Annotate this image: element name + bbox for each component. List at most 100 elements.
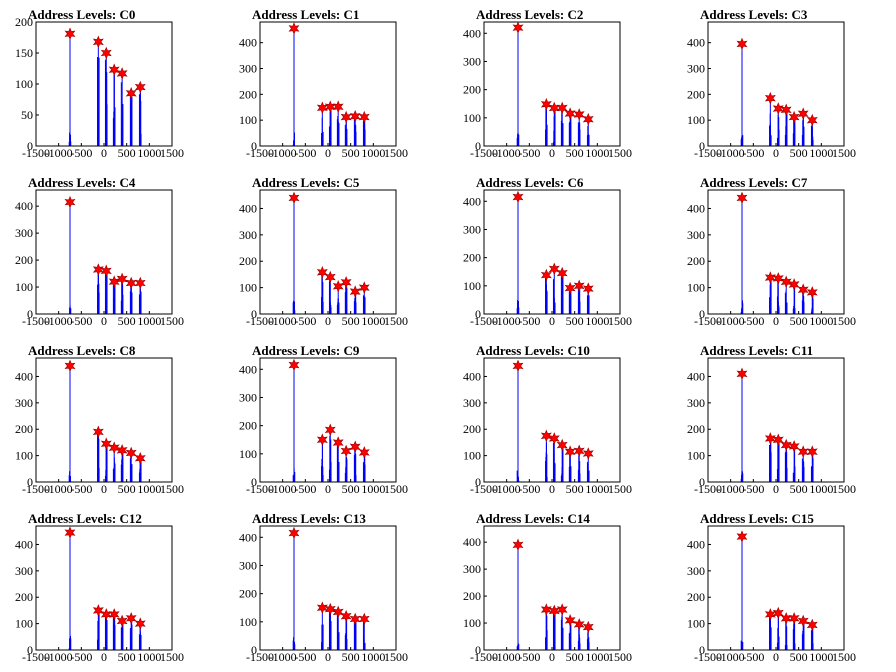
peak-marker: [64, 195, 76, 209]
chart-panel-0: Address Levels: C0 0 50 100 150 200 -1500 -1000…: [0, 0, 215, 160]
y-tick-label: 50: [21, 108, 33, 122]
y-tick-label: 0: [27, 643, 33, 657]
chart-panel-14: Address Levels: C14 0 100 200 300 400 -1500 -10…: [448, 504, 663, 664]
peak-marker: [92, 35, 104, 49]
peak-marker: [540, 97, 552, 111]
y-tick-label: 200: [239, 587, 257, 601]
peak-marker: [100, 264, 112, 278]
x-tick-label: 500: [118, 650, 136, 664]
peak-marker: [108, 275, 120, 288]
y-tick-label: 200: [239, 419, 257, 433]
peak-marker: [788, 110, 800, 124]
y-tick-label: 200: [15, 422, 33, 436]
x-tick-label: 1500: [832, 650, 856, 664]
chart-title: Address Levels: C5: [252, 175, 360, 190]
plot-frame: [35, 525, 173, 651]
y-tick-label: 100: [687, 449, 705, 463]
x-tick-label: 1500: [832, 314, 856, 328]
peak-marker: [288, 22, 300, 35]
peak-marker: [134, 617, 146, 630]
x-tick-label: 1500: [160, 482, 184, 496]
peak-marker: [340, 609, 352, 623]
chart-svg-2: Address Levels: C2 0 100 200 300 400 -1500-100…: [463, 7, 632, 160]
peak-marker: [806, 286, 818, 299]
peak-marker: [512, 190, 524, 204]
x-tick-label: 0: [325, 314, 331, 328]
x-tick-label: -1000: [493, 650, 521, 664]
peak-marker: [788, 440, 800, 453]
y-tick-label: 300: [687, 228, 705, 242]
chart-panel-1: Address Levels: C1 0 100 200 300 400 -1500 -100…: [224, 0, 439, 160]
x-tick-label: -1500: [470, 482, 498, 496]
chart-svg-3: Address Levels: C3 0 100 200 300 400 -1500-100…: [687, 7, 856, 160]
peak-marker: [764, 271, 776, 284]
y-tick-label: 300: [15, 564, 33, 578]
chart-svg-10: Address Levels: C10 0 100 200 300 400 -1500-10…: [463, 343, 632, 496]
x-tick-label: -500: [518, 650, 540, 664]
x-tick-label: -1000: [45, 146, 73, 160]
peak-marker: [134, 80, 146, 94]
peak-marker: [556, 438, 568, 452]
x-tick-label: 1500: [384, 482, 408, 496]
peak-marker: [324, 602, 336, 616]
chart-panel-2: Address Levels: C2 0 100 200 300 400 -1500 -100…: [448, 0, 663, 160]
plot-frame: [259, 189, 397, 315]
y-tick-label: 0: [475, 643, 481, 657]
x-tick-label: 1500: [608, 650, 632, 664]
x-tick-label: -1500: [470, 650, 498, 664]
y-tick-label: 0: [475, 139, 481, 153]
chart-svg-11: Address Levels: C11 0 100 200 300 400 -1500-10…: [687, 343, 856, 496]
peak-marker: [358, 446, 370, 459]
x-tick-label: 1500: [160, 146, 184, 160]
peak-marker: [736, 191, 748, 205]
x-tick-label: -1000: [493, 482, 521, 496]
plot-frame: [707, 21, 845, 147]
chart-panel-8: Address Levels: C8 0 100 200 300 400 -1500 -100…: [0, 336, 215, 496]
peak-marker: [100, 46, 112, 60]
chart-title: Address Levels: C9: [252, 343, 360, 358]
peak-marker: [788, 612, 800, 625]
y-tick-label: 100: [463, 111, 481, 125]
x-tick-label: -1500: [246, 314, 274, 328]
chart-svg-6: Address Levels: C6 0 100 200 300 400 -1500-100…: [463, 175, 632, 328]
peak-marker: [100, 608, 112, 621]
peak-marker: [780, 438, 792, 452]
x-tick-label: -1000: [717, 650, 745, 664]
peak-marker: [340, 276, 352, 289]
peak-marker: [332, 279, 344, 293]
y-tick-label: 100: [15, 77, 33, 91]
x-tick-label: -1500: [22, 482, 50, 496]
peak-marker: [573, 444, 585, 458]
x-tick-label: -1500: [22, 314, 50, 328]
peak-marker: [316, 433, 328, 447]
x-tick-label: -1500: [694, 482, 722, 496]
plot-frame: [35, 189, 173, 315]
y-tick-label: 100: [15, 280, 33, 294]
x-tick-label: 0: [773, 314, 779, 328]
peak-marker: [340, 444, 352, 458]
peak-marker: [764, 91, 776, 105]
chart-svg-4: Address Levels: C4 0 100 200 300 400 -1500-100…: [15, 175, 184, 328]
x-tick-label: 0: [549, 314, 555, 328]
chart-title: Address Levels: C10: [476, 343, 590, 358]
x-tick-label: 1000: [809, 314, 833, 328]
x-tick-label: 500: [118, 146, 136, 160]
y-tick-label: 100: [687, 617, 705, 631]
y-tick-label: 100: [239, 447, 257, 461]
x-tick-label: -500: [70, 482, 92, 496]
chart-title: Address Levels: C3: [700, 7, 808, 22]
plot-frame: [35, 357, 173, 483]
peak-marker: [582, 620, 594, 634]
peak-marker: [548, 101, 560, 115]
chart-title: Address Levels: C1: [252, 7, 359, 22]
peak-marker: [358, 612, 370, 626]
x-tick-label: -1000: [717, 146, 745, 160]
x-tick-label: 0: [549, 482, 555, 496]
x-tick-label: 1000: [361, 146, 385, 160]
y-tick-label: 150: [15, 46, 33, 60]
y-tick-label: 100: [687, 113, 705, 127]
x-tick-label: 1000: [585, 146, 609, 160]
peak-marker: [125, 446, 137, 460]
x-tick-label: 1500: [384, 650, 408, 664]
